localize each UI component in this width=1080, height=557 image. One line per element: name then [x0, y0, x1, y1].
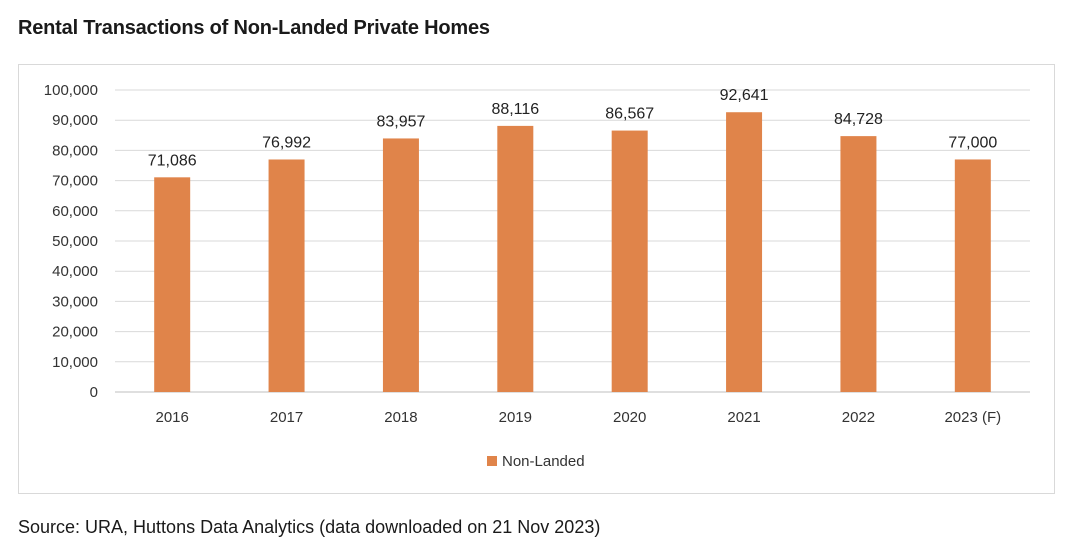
- chart-title: Rental Transactions of Non-Landed Privat…: [18, 17, 490, 39]
- x-tick-label: 2023 (F): [944, 409, 1001, 426]
- y-tick-label: 90,000: [52, 112, 98, 129]
- bar-2022: [840, 136, 877, 392]
- data-label: 86,567: [605, 106, 654, 123]
- bar-2016: [154, 177, 191, 392]
- bar-2020: [611, 130, 648, 392]
- source-note: Source: URA, Huttons Data Analytics (dat…: [18, 517, 601, 537]
- x-tick-label: 2021: [727, 409, 760, 426]
- data-label: 71,086: [148, 152, 197, 169]
- y-tick-label: 10,000: [52, 354, 98, 371]
- y-tick-label: 100,000: [44, 82, 98, 99]
- bar-2019: [497, 125, 534, 392]
- data-label: 92,641: [720, 87, 769, 104]
- bar-2018: [382, 138, 419, 392]
- x-tick-label: 2022: [842, 409, 875, 426]
- data-label: 77,000: [948, 134, 997, 151]
- x-tick-label: 2017: [270, 409, 303, 426]
- y-tick-label: 80,000: [52, 142, 98, 159]
- data-label: 84,728: [834, 111, 883, 128]
- y-tick-label: 50,000: [52, 233, 98, 250]
- y-tick-label: 20,000: [52, 324, 98, 341]
- y-tick-label: 0: [90, 384, 98, 401]
- y-tick-label: 60,000: [52, 203, 98, 220]
- legend-swatch: [487, 456, 497, 466]
- chart-frame: [18, 64, 1055, 494]
- bar-2017: [268, 159, 305, 392]
- x-tick-label: 2016: [156, 409, 189, 426]
- y-tick-label: 40,000: [52, 263, 98, 280]
- data-label: 76,992: [262, 134, 311, 151]
- bar-2021: [726, 112, 763, 392]
- bar-2023-f: [954, 159, 991, 392]
- x-tick-label: 2019: [499, 409, 532, 426]
- data-label: 83,957: [376, 113, 425, 130]
- y-tick-label: 70,000: [52, 173, 98, 190]
- y-tick-label: 30,000: [52, 293, 98, 310]
- data-label: 88,116: [491, 101, 539, 118]
- legend-label: Non-Landed: [502, 453, 585, 470]
- x-tick-label: 2020: [613, 409, 646, 426]
- x-tick-label: 2018: [384, 409, 417, 426]
